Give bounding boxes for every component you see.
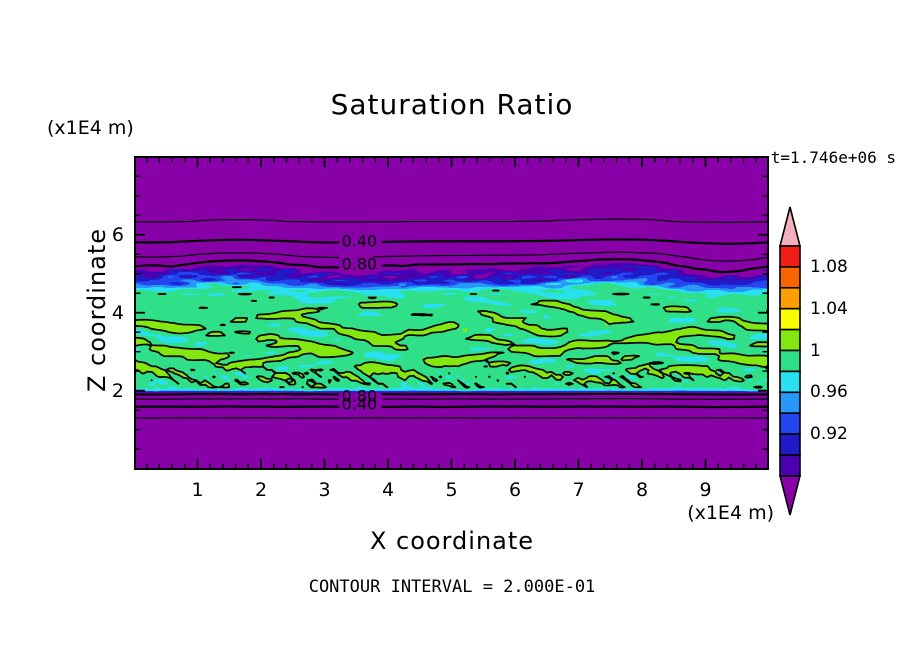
colorbar-segment (779, 349, 801, 373)
x-tick-label: 8 (635, 479, 649, 501)
colorbar-label: 1.04 (810, 298, 848, 319)
colorbar-segment (779, 287, 801, 310)
x-axis-unit-label: (x1E4 m) (687, 502, 774, 524)
x-tick-label: 1 (191, 479, 204, 501)
colorbar-segment (779, 266, 801, 289)
colorbar-segment (779, 307, 801, 331)
contour-line-label: 0.40 (341, 231, 378, 251)
x-tick-label: 9 (699, 479, 712, 501)
colorbar-label: 0.92 (810, 424, 848, 445)
z-axis-title: Z coordinate (83, 227, 111, 393)
colorbar-label: 0.96 (810, 382, 848, 403)
z-tick-label: 4 (111, 301, 124, 324)
x-tick-label: 4 (381, 479, 395, 501)
z-axis-unit-label: (x1E4 m) (47, 117, 134, 139)
colorbar-label: 1 (810, 340, 821, 361)
colorbar-segment (779, 245, 801, 268)
colorbar-label: 1.08 (810, 256, 848, 277)
contour-line-label: 0.80 (341, 386, 378, 406)
colorbar-under-arrow (778, 475, 802, 516)
time-annotation: t=1.746e+06 s (770, 148, 896, 167)
colorbar-segment (779, 433, 801, 456)
colorbar-segment (779, 412, 801, 435)
x-tick-label: 7 (572, 479, 585, 501)
x-tick-label: 5 (445, 479, 458, 501)
contour-line-label: 0.40 (341, 394, 378, 414)
colorbar-segment (779, 454, 801, 477)
contour-line-label: 0.80 (341, 254, 378, 274)
x-tick-label: 6 (508, 479, 522, 501)
colorbar-segment (779, 328, 801, 352)
colorbar (778, 206, 802, 516)
colorbar-over-arrow (778, 206, 802, 247)
x-tick-label: 3 (318, 479, 331, 501)
plot-border (134, 156, 769, 470)
z-tick-label: 6 (111, 223, 124, 246)
x-tick-label: 2 (254, 479, 268, 501)
colorbar-segment (779, 370, 801, 394)
contour-field-canvas (134, 156, 769, 470)
contour-interval-label: CONTOUR INTERVAL = 2.000E-01 (308, 577, 596, 597)
colorbar-segment (779, 391, 801, 415)
figure-title: Saturation Ratio (330, 88, 574, 121)
x-axis-title: X coordinate (369, 527, 535, 555)
z-tick-label: 2 (111, 379, 124, 402)
plot-frame (134, 156, 769, 470)
